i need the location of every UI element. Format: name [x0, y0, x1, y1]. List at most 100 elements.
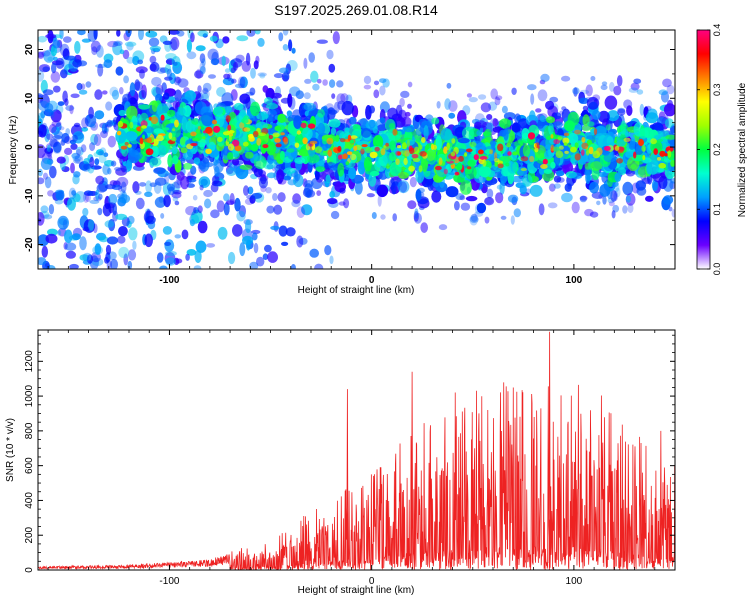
heat-cell [262, 253, 269, 260]
heat-cell [222, 36, 230, 44]
heat-cell [192, 194, 198, 201]
heat-cell [495, 192, 504, 204]
heat-cell [64, 242, 77, 251]
heat-cell [590, 76, 596, 81]
heat-cell [98, 193, 103, 200]
heat-cell [507, 194, 519, 203]
heat-cell [93, 30, 98, 40]
heat-cell [64, 136, 72, 145]
heat-cell [190, 142, 198, 147]
heat-cell [85, 193, 91, 202]
heat-cell [115, 66, 124, 76]
heat-cell [79, 236, 87, 251]
heat-cell [82, 207, 89, 217]
heat-cell [388, 134, 401, 141]
heat-cell [120, 189, 126, 196]
heat-cell [47, 148, 52, 160]
heat-cell [633, 78, 642, 84]
heat-cell [110, 160, 117, 167]
snr-x-label: Height of straight line (km) [298, 585, 415, 596]
heat-cell [241, 60, 251, 72]
heat-cell [90, 40, 101, 53]
heat-cell [343, 198, 350, 209]
heat-cell [151, 100, 158, 112]
x-tick-label: -100 [159, 576, 179, 587]
heat-cell [448, 100, 458, 112]
heat-cell [154, 196, 166, 208]
heat-cell [180, 147, 188, 154]
heat-cell [665, 146, 674, 153]
heat-cell [521, 128, 530, 140]
heat-cell [326, 107, 336, 120]
heat-cell [195, 240, 207, 253]
heat-cell [574, 153, 581, 161]
heat-cell [435, 135, 442, 151]
y-tick-label: 600 [24, 457, 35, 474]
heat-cell [622, 205, 628, 214]
heat-cell [226, 167, 237, 176]
heat-cell [42, 66, 50, 72]
heat-cell [83, 163, 91, 170]
heat-cell [70, 143, 78, 150]
heat-cell [658, 162, 666, 169]
heat-cell [507, 161, 518, 174]
heat-cell [93, 151, 101, 158]
spectrogram-y-label: Frequency (Hz) [8, 116, 19, 185]
heat-cell [162, 40, 173, 46]
heat-cell [550, 161, 556, 169]
heat-cell [374, 160, 387, 172]
heat-cell [589, 211, 599, 218]
heat-cell [385, 142, 389, 147]
heat-cell [45, 34, 57, 39]
heat-cell [144, 233, 153, 248]
heat-cell [242, 141, 249, 147]
heat-cell [149, 157, 162, 167]
heat-cell [633, 151, 637, 159]
heat-cell [50, 71, 61, 83]
heat-cell [96, 149, 104, 156]
heat-cell [172, 128, 176, 132]
colorbar: 0.0 0.1 0.2 0.3 0.4 Normalized spectral ampl… [696, 24, 748, 275]
heat-cell [326, 137, 334, 145]
heat-cell [162, 226, 172, 235]
heat-cell [500, 215, 507, 220]
heat-cell [139, 69, 145, 79]
heat-cell [419, 151, 427, 157]
heat-cell [407, 103, 412, 109]
heat-cell [616, 158, 623, 164]
heat-cell [316, 39, 328, 44]
heat-cell [506, 142, 511, 148]
heat-cell [174, 89, 182, 102]
snr-series-line [38, 331, 675, 570]
heat-cell [224, 68, 231, 73]
heat-cell [156, 252, 164, 263]
heat-cell [334, 134, 340, 142]
heat-cell [285, 227, 296, 237]
snr-frame [37, 329, 676, 571]
heat-cell [83, 192, 89, 203]
heat-cell [581, 142, 589, 149]
heat-cell [601, 81, 608, 86]
heat-cell [239, 164, 253, 170]
heat-cell [572, 87, 580, 95]
heat-cell [548, 183, 556, 192]
heat-cell [197, 205, 203, 214]
heat-cell [250, 101, 260, 117]
heat-cell [627, 203, 634, 214]
heat-cell [585, 155, 596, 163]
heat-cell [132, 181, 140, 194]
heat-cell [462, 126, 474, 140]
heat-cell [395, 158, 400, 165]
heat-cell [65, 250, 76, 259]
heat-cell [258, 176, 268, 189]
heat-cell [658, 89, 668, 96]
heat-cell [38, 168, 43, 177]
heat-cell [157, 144, 167, 158]
heat-cell [268, 134, 274, 140]
heat-cell [639, 103, 645, 116]
heat-cell [316, 190, 322, 197]
heat-cell [206, 243, 216, 248]
heat-cell [137, 59, 144, 65]
heat-cell [283, 137, 289, 145]
heat-cell [540, 73, 550, 82]
